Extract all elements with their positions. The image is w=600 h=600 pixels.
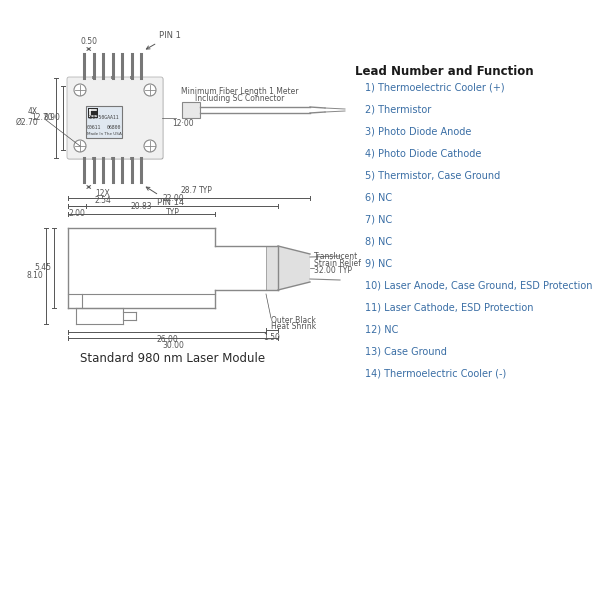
Text: 4) Photo Diode Cathode: 4) Photo Diode Cathode <box>365 149 481 159</box>
Text: 32.00 TYP: 32.00 TYP <box>314 266 352 275</box>
Circle shape <box>144 140 156 152</box>
Text: 26.00: 26.00 <box>156 335 178 344</box>
Circle shape <box>144 84 156 96</box>
Text: Including SC Connector: Including SC Connector <box>196 94 284 103</box>
Bar <box>86 106 122 138</box>
Bar <box>130 76 133 79</box>
Text: 6) NC: 6) NC <box>365 193 392 203</box>
Text: 8) NC: 8) NC <box>365 237 392 247</box>
Bar <box>266 246 278 290</box>
Text: 98B750GAA11: 98B750GAA11 <box>88 115 120 120</box>
Bar <box>83 76 86 79</box>
Text: 11) Laser Cathode, ESD Protection: 11) Laser Cathode, ESD Protection <box>365 303 533 313</box>
Bar <box>92 76 95 79</box>
Text: 2) Thermistor: 2) Thermistor <box>365 105 431 115</box>
Text: 2.00: 2.00 <box>68 209 85 218</box>
Circle shape <box>74 140 86 152</box>
Text: 4X: 4X <box>28 107 38 116</box>
Bar <box>182 102 200 118</box>
Text: 5) Thermistor, Case Ground: 5) Thermistor, Case Ground <box>365 171 500 181</box>
Text: 12) NC: 12) NC <box>365 325 398 335</box>
Bar <box>92 157 95 160</box>
Text: 22.00: 22.00 <box>162 194 184 203</box>
Bar <box>101 157 104 160</box>
Text: Outer Black: Outer Black <box>271 316 316 325</box>
Bar <box>111 76 114 79</box>
Text: 12X: 12X <box>95 189 110 198</box>
Text: 1.50: 1.50 <box>263 333 280 342</box>
Circle shape <box>74 84 86 96</box>
Text: Standard 980 nm Laser Module: Standard 980 nm Laser Module <box>80 352 266 365</box>
Bar <box>111 157 114 160</box>
Text: 3) Photo Diode Anode: 3) Photo Diode Anode <box>365 127 472 137</box>
Text: 8.10: 8.10 <box>26 271 43 280</box>
Text: PIN 1: PIN 1 <box>146 31 181 49</box>
Text: Heat Shrink: Heat Shrink <box>271 322 316 331</box>
Text: TYP: TYP <box>199 186 213 195</box>
Bar <box>139 157 143 160</box>
Bar <box>139 76 143 79</box>
Text: 12·00: 12·00 <box>172 118 194 127</box>
Bar <box>121 76 124 79</box>
Text: Ø2.70: Ø2.70 <box>15 118 38 127</box>
Text: 00611: 00611 <box>87 125 101 130</box>
Bar <box>83 157 86 160</box>
Text: 7) NC: 7) NC <box>365 215 392 225</box>
Bar <box>121 157 124 160</box>
Bar <box>101 76 104 79</box>
Polygon shape <box>278 246 310 290</box>
Text: Translucent: Translucent <box>314 252 358 261</box>
Text: 12.70: 12.70 <box>31 113 53 122</box>
Text: Strain Relief: Strain Relief <box>314 259 361 268</box>
Text: 28.7: 28.7 <box>181 186 197 195</box>
Text: 13) Case Ground: 13) Case Ground <box>365 347 447 357</box>
Text: Minimum Fiber Length 1 Meter: Minimum Fiber Length 1 Meter <box>181 87 299 96</box>
Text: 2.54: 2.54 <box>94 196 111 205</box>
Bar <box>88 108 98 118</box>
Text: TYP: TYP <box>166 208 180 217</box>
Text: Made In The USA: Made In The USA <box>86 132 121 136</box>
Text: 10) Laser Anode, Case Ground, ESD Protection: 10) Laser Anode, Case Ground, ESD Protec… <box>365 281 593 291</box>
Text: 9) NC: 9) NC <box>365 259 392 269</box>
Text: 5.45: 5.45 <box>34 263 51 272</box>
Text: 30.00: 30.00 <box>162 341 184 350</box>
Bar <box>130 157 133 160</box>
FancyBboxPatch shape <box>67 77 163 159</box>
Text: 20.83: 20.83 <box>131 202 152 211</box>
Text: Lead Number and Function: Lead Number and Function <box>355 65 533 78</box>
Text: 8.90: 8.90 <box>43 113 60 122</box>
Text: 1) Thermoelectric Cooler (+): 1) Thermoelectric Cooler (+) <box>365 83 505 93</box>
Text: PIN 14: PIN 14 <box>146 187 184 207</box>
Bar <box>68 78 162 158</box>
Text: 06800: 06800 <box>107 125 121 130</box>
Text: 14) Thermoelectric Cooler (-): 14) Thermoelectric Cooler (-) <box>365 369 506 379</box>
Text: 0.50: 0.50 <box>80 37 97 46</box>
